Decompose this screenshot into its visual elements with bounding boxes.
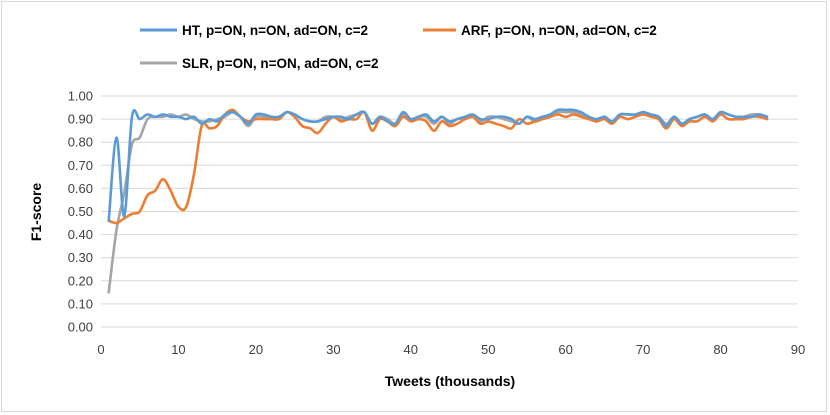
series-layer [107,108,769,294]
y-tick-label: 0.80 [68,135,93,150]
legend-item-arf: ARF, p=ON, n=ON, ad=ON, c=2 [423,23,657,38]
x-tick-label: 0 [97,342,104,357]
y-axis-title: F1-score [28,183,44,242]
x-tick-label: 30 [326,342,340,357]
x-tick-label: 10 [171,342,185,357]
y-axis-ticks: 0.00 0.10 0.20 0.30 0.40 0.50 0.60 0.70 0.80 0.90… [68,89,93,335]
legend-label-arf: ARF, p=ON, n=ON, ad=ON, c=2 [461,23,657,38]
y-tick-label: 0.60 [68,181,93,196]
x-tick-label: 60 [558,342,572,357]
y-tick-label: 0.70 [68,158,93,173]
legend-item-slr: SLR, p=ON, n=ON, ad=ON, c=2 [140,56,379,71]
y-tick-label: 0.10 [68,296,93,311]
gridlines [101,95,798,328]
y-tick-label: 0.90 [68,112,93,127]
x-axis-ticks: 0 10 20 30 40 50 60 70 80 90 [97,342,805,357]
legend-label-ht: HT, p=ON, n=ON, ad=ON, c=2 [182,23,368,38]
y-tick-label: 0.00 [68,320,93,335]
y-tick-label: 0.40 [68,227,93,242]
legend-item-ht: HT, p=ON, n=ON, ad=ON, c=2 [140,23,368,38]
x-tick-label: 20 [249,342,263,357]
series-arf-line [107,108,769,225]
x-tick-label: 70 [636,342,650,357]
legend: HT, p=ON, n=ON, ad=ON, c=2 ARF, p=ON, n=… [140,23,657,71]
x-tick-label: 50 [481,342,495,357]
series-ht-line [107,108,769,223]
y-tick-label: 0.30 [68,250,93,265]
legend-label-slr: SLR, p=ON, n=ON, ad=ON, c=2 [182,56,379,71]
y-tick-label: 1.00 [68,89,93,104]
x-tick-label: 80 [713,342,727,357]
y-tick-label: 0.20 [68,273,93,288]
y-tick-label: 0.50 [68,204,93,219]
series-slr-line [107,110,769,294]
x-axis-title: Tweets (thousands) [385,373,515,389]
x-tick-label: 40 [404,342,418,357]
x-tick-label: 90 [791,342,805,357]
